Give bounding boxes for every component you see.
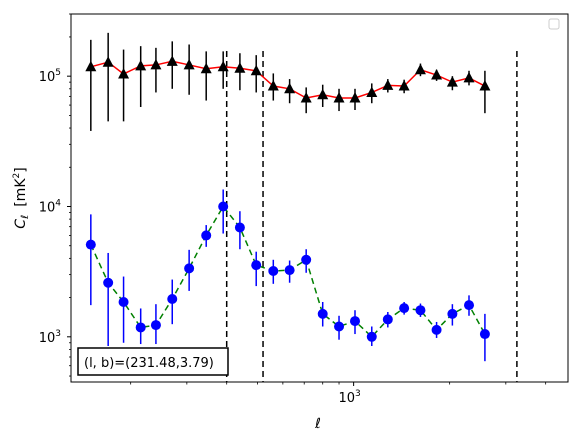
triangle-marker — [118, 67, 130, 79]
y-label-sub: ℓ — [20, 215, 31, 219]
circle-marker — [268, 265, 279, 276]
circle-marker — [167, 294, 178, 305]
triangle-marker — [284, 82, 296, 94]
vertical-lines — [225, 51, 518, 382]
circle-marker — [301, 254, 312, 265]
triangle-marker — [150, 58, 162, 70]
circle-marker — [431, 324, 442, 335]
error-bars — [90, 32, 486, 362]
circle-marker — [399, 303, 410, 314]
y-tick-label: 103 — [39, 329, 61, 346]
y-tick-label: 104 — [39, 198, 62, 215]
legend-box — [548, 18, 560, 30]
y-axis-label-text: Cℓ [mK2] — [12, 167, 31, 228]
circle-marker — [447, 308, 458, 319]
triangle-marker — [333, 92, 345, 103]
triangle-marker — [300, 92, 312, 103]
y-label-unit: [mK — [13, 178, 29, 207]
x-tick-label: 103 — [338, 389, 360, 406]
triangle-marker — [366, 86, 378, 97]
circle-marker — [118, 296, 129, 307]
circle-marker — [382, 314, 393, 325]
triangle-marker — [349, 92, 361, 103]
triangle-marker — [135, 59, 147, 71]
triangle-marker — [200, 62, 212, 74]
circle-marker — [251, 260, 262, 271]
triangle-marker — [398, 80, 410, 91]
triangle-marker — [431, 69, 443, 80]
circle-marker — [201, 230, 212, 241]
circle-marker — [464, 300, 475, 311]
circle-marker — [284, 265, 295, 276]
triangle-marker — [250, 64, 262, 76]
triangle-marker — [166, 55, 178, 66]
circle-marker — [334, 321, 345, 332]
triangle-marker — [479, 80, 491, 91]
circle-marker — [415, 305, 426, 316]
triangle-marker — [414, 63, 426, 75]
circle-marker — [218, 201, 229, 212]
triangle-marker — [382, 79, 394, 90]
circle-marker — [150, 320, 161, 331]
circle-marker — [135, 322, 146, 333]
triangle-marker — [85, 60, 97, 72]
circle-marker — [317, 308, 328, 319]
y-label-main: C — [13, 219, 29, 229]
circle-marker — [103, 277, 114, 288]
y-tick-label: 105 — [39, 68, 61, 85]
triangle-marker — [183, 58, 195, 70]
circle-marker — [350, 316, 361, 327]
plot-area — [85, 32, 518, 382]
y-label-unit-sup: 2 — [12, 173, 22, 179]
series-lines — [90, 60, 486, 338]
annotation-text: (l, b)=(231.48,3.79) — [84, 356, 214, 371]
triangle-marker — [317, 88, 329, 100]
y-axis-label: Cℓ [mK2] — [12, 167, 31, 228]
markers — [85, 55, 491, 342]
circle-marker — [479, 329, 490, 340]
circle-marker — [234, 222, 245, 233]
triangle-marker — [234, 62, 246, 73]
annotation-box: (l, b)=(231.48,3.79) — [77, 347, 229, 376]
triangle-marker — [463, 71, 475, 83]
triangle-marker — [102, 56, 114, 67]
axes-frame — [70, 13, 569, 383]
circle-marker — [366, 331, 377, 342]
annotation-frame — [77, 347, 229, 376]
triangle-marker — [446, 76, 458, 87]
x-axis-label: ℓ — [314, 416, 321, 432]
y-label-unit-close: ] — [13, 167, 29, 172]
triangle-marker — [217, 60, 229, 72]
circle-marker — [184, 263, 195, 274]
triangle-marker — [267, 80, 279, 91]
circle-marker — [85, 239, 96, 250]
